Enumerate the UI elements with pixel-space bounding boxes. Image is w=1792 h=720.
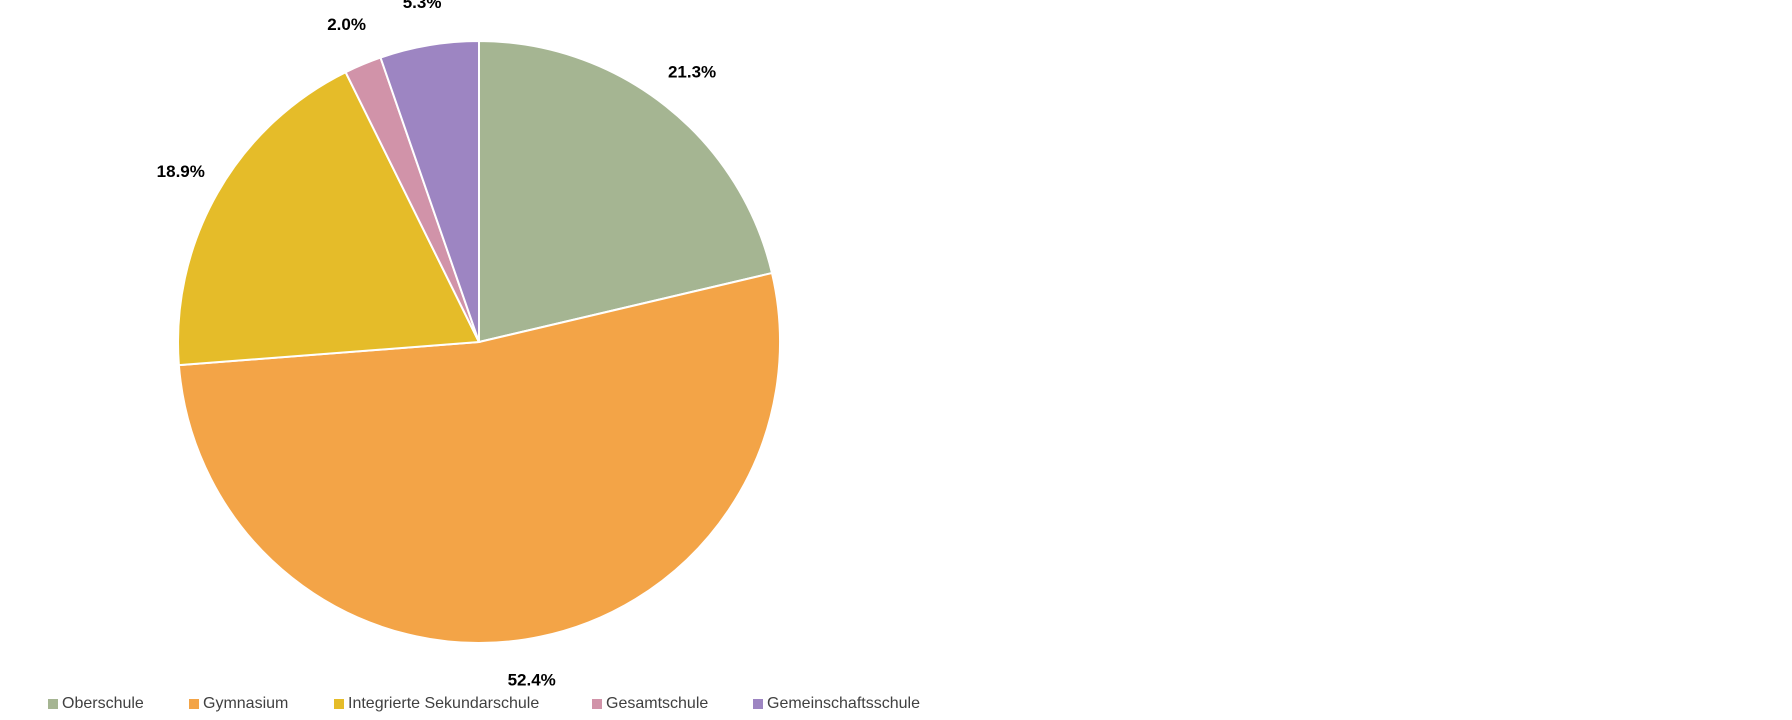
legend-marker (753, 699, 763, 709)
data-label: 21.3% (668, 62, 716, 81)
pie-slice (478, 39, 774, 344)
legend-label: Gemeinschaftsschule (767, 695, 920, 712)
pie-slice (177, 70, 481, 367)
pie-slice (177, 271, 781, 644)
legend-label: Gymnasium (203, 695, 288, 712)
data-label: 18.9% (157, 162, 205, 181)
legend-marker (48, 699, 58, 709)
legend-marker (592, 699, 602, 709)
data-label: 2.0% (327, 15, 366, 34)
data-label: 52.4% (508, 671, 556, 690)
legend-marker (334, 699, 344, 709)
pie-slice (379, 39, 480, 343)
legend-marker (189, 699, 199, 709)
data-label: 5.3% (403, 0, 442, 12)
legend-label: Gesamtschule (606, 695, 708, 712)
legend-label: Integrierte Sekundarschule (348, 695, 539, 712)
legend-label: Oberschule (62, 695, 144, 712)
